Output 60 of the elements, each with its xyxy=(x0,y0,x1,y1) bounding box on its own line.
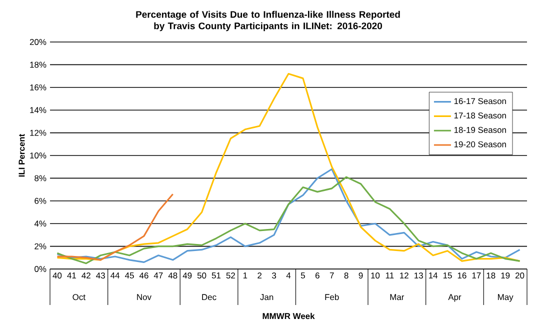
x-tick-label: 11 xyxy=(386,272,394,278)
x-tick-label: 46 xyxy=(139,272,148,279)
x-tick-label: 19 xyxy=(501,272,510,279)
x-tick-label: 43 xyxy=(96,272,105,279)
x-tick-label: 1 xyxy=(243,272,248,278)
text: Mar xyxy=(390,294,404,300)
y-tick-label: 10% xyxy=(30,152,46,158)
text: Apr xyxy=(448,294,462,302)
text: Feb xyxy=(325,294,339,300)
x-tick-label: 3 xyxy=(272,272,276,279)
x-tick-label: 40 xyxy=(52,272,62,279)
line-series xyxy=(56,193,174,261)
x-tick-label: 6 xyxy=(316,272,320,279)
text: Oct xyxy=(72,294,86,300)
text: Nov xyxy=(137,294,152,300)
x-tick-label: 18 xyxy=(486,272,496,279)
x-tick-label: 20 xyxy=(515,272,524,279)
y-tick-label: 8% xyxy=(34,175,46,182)
x-tick-label: 13 xyxy=(414,272,423,279)
x-tick-label: 52 xyxy=(226,272,235,279)
y-tick-label: 20% xyxy=(30,39,46,45)
x-tick-label: 14 xyxy=(428,272,438,278)
x-tick-label: 16 xyxy=(458,272,466,279)
y-tick-label: 14% xyxy=(30,107,46,114)
y-tick-label: 0% xyxy=(34,266,46,272)
x-tick-label: 12 xyxy=(400,272,408,278)
x-tick-label: 7 xyxy=(330,272,334,278)
text: Jan xyxy=(260,294,274,300)
legend-label: 18-19 Season xyxy=(454,126,506,133)
text: May xyxy=(498,294,514,302)
x-tick-label: 2 xyxy=(258,272,262,278)
x-tick-label: 50 xyxy=(197,272,206,279)
x-tick-label: 4 xyxy=(286,272,291,278)
x-tick-label: 49 xyxy=(182,272,192,279)
x-tick-label: 51 xyxy=(212,272,221,278)
x-tick-label: 17 xyxy=(472,272,481,278)
x-tick-label: 42 xyxy=(82,272,90,278)
x-tick-label: 8 xyxy=(344,272,348,279)
y-axis-title: ILI Percent xyxy=(18,134,25,177)
x-tick-label: 45 xyxy=(124,272,134,278)
x-tick-label: 48 xyxy=(168,272,178,279)
legend-label: 19-20 Season xyxy=(454,141,506,148)
y-tick-label: 18% xyxy=(30,62,46,68)
y-tick-label: 12% xyxy=(30,130,46,136)
x-tick-label: 47 xyxy=(154,272,163,278)
chart-title: Percentage of Visits Due to Influenza-like Illness Reported by Travis County Participants in ILINet: 2016-2020 xyxy=(136,10,400,32)
y-tick-label: 2% xyxy=(34,243,46,250)
x-tick-label: 5 xyxy=(300,272,305,278)
x-tick-label: 44 xyxy=(110,272,120,278)
y-tick-label: 16% xyxy=(30,84,46,90)
y-tick-label: 6% xyxy=(34,198,46,204)
x-tick-label: 9 xyxy=(358,272,363,279)
text: Dec xyxy=(202,294,216,300)
x-axis-title: MMWR Week xyxy=(262,312,315,320)
legend-label: 16-17 Season xyxy=(454,98,506,104)
x-tick-label: 10 xyxy=(371,272,380,279)
x-tick-label: 41 xyxy=(67,272,76,278)
legend-label: 17-18 Season xyxy=(454,112,506,119)
x-tick-label: 15 xyxy=(443,272,452,278)
y-tick-label: 4% xyxy=(34,220,46,227)
